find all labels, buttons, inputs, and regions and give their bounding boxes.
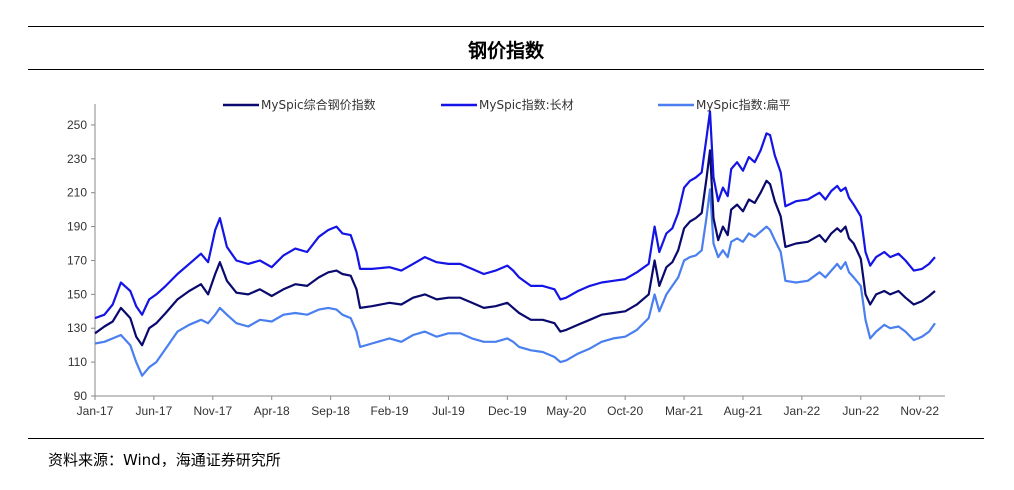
x-tick-label: Jul-19 xyxy=(432,404,465,418)
x-tick-label: Jun-17 xyxy=(136,404,173,418)
series-layer xyxy=(94,110,936,377)
x-tick-label: Jun-22 xyxy=(842,404,879,418)
x-tick-label: May-20 xyxy=(546,404,586,418)
x-tick-label: Sep-18 xyxy=(311,404,350,418)
series-line-1 xyxy=(94,110,936,320)
y-tick-label: 250 xyxy=(67,118,87,132)
line-chart: 90 110 130 150 170 190 210 230 250 Jan-17 Jun-17 No… xyxy=(67,97,945,418)
source-note: 资料来源：Wind，海通证券研究所 xyxy=(48,451,281,469)
y-tick-label: 130 xyxy=(67,321,87,335)
top-rule xyxy=(28,26,984,27)
bottom-rule xyxy=(28,438,984,439)
series-line-2 xyxy=(94,188,936,377)
page-title: 钢价指数 xyxy=(467,40,544,62)
x-tick-label: Dec-19 xyxy=(488,404,527,418)
x-tick-label: Oct-20 xyxy=(607,404,643,418)
legend-label-0: MySpic综合钢价指数 xyxy=(261,97,376,112)
y-tick-label: 190 xyxy=(67,220,87,234)
series-line-0 xyxy=(94,149,936,347)
y-tick-label: 210 xyxy=(67,186,87,200)
axis-layer: 90 110 130 150 170 190 210 230 250 Jan-17 Jun-17 No… xyxy=(67,104,945,418)
x-tick-label: Nov-17 xyxy=(193,404,232,418)
x-tick-label: Aug-21 xyxy=(724,404,763,418)
legend-label-1: MySpic指数:长材 xyxy=(479,97,574,112)
y-tick-label: 110 xyxy=(68,355,87,369)
x-tick-label: Apr-18 xyxy=(254,404,290,418)
title-rule xyxy=(28,69,984,70)
x-tick-label: Jan-17 xyxy=(77,404,114,418)
y-tick-label: 170 xyxy=(67,253,87,267)
x-tick-label: Mar-21 xyxy=(665,404,703,418)
x-tick-label: Feb-19 xyxy=(371,404,409,418)
x-tick-label: Jan-22 xyxy=(784,404,821,418)
y-tick-label: 230 xyxy=(67,152,87,166)
x-tick-label: Nov-22 xyxy=(900,404,939,418)
y-tick-label: 150 xyxy=(67,287,87,301)
legend-label-2: MySpic指数:扁平 xyxy=(696,97,791,112)
y-tick-label: 90 xyxy=(74,389,88,403)
legend: MySpic综合钢价指数 MySpic指数:长材 MySpic指数:扁平 xyxy=(223,97,791,112)
